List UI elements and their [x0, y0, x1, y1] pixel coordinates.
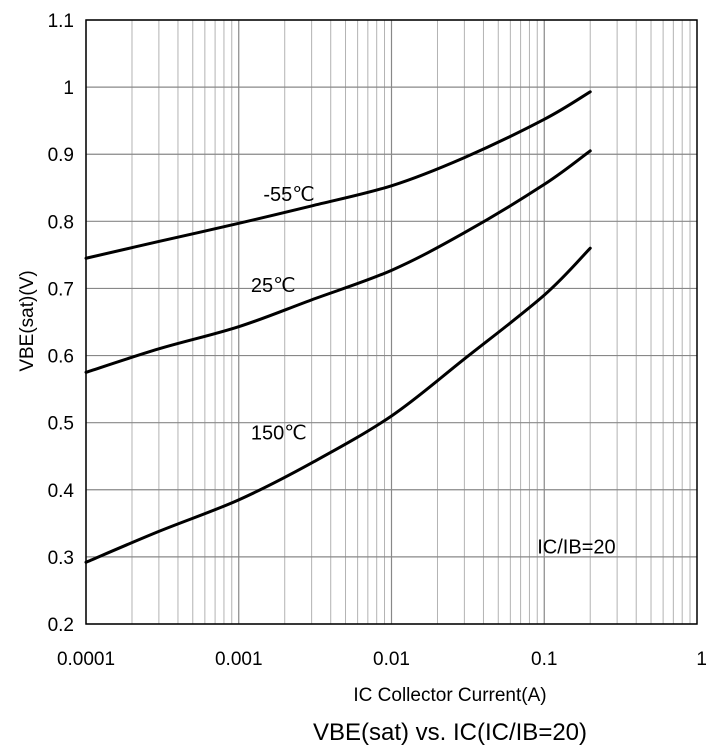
chart-title: VBE(sat) vs. IC(IC/IB=20) — [313, 719, 587, 746]
annotations: -55℃ 25℃ 150℃ IC/IB=20 — [251, 184, 616, 558]
y-axis-label: VBE(sat)(V) — [17, 270, 38, 371]
x-tick-label: 0.0001 — [57, 649, 115, 670]
annotation-label: 25℃ — [251, 275, 296, 297]
x-axis-label: IC Collector Current(A) — [353, 685, 546, 706]
grid — [85, 19, 697, 625]
series-line — [84, 149, 592, 374]
series-line — [84, 90, 592, 260]
y-tick-labels: 0.2 0.3 0.4 0.5 0.6 0.7 0.8 0.9 1 1.1 — [48, 11, 75, 636]
x-tick-label: 0.01 — [373, 649, 410, 670]
y-tick-label: 0.7 — [48, 279, 74, 300]
annotation-label: IC/IB=20 — [537, 537, 615, 559]
series-lines — [84, 90, 592, 564]
x-tick-labels: 0.0001 0.001 0.01 0.1 1 — [57, 649, 707, 670]
y-tick-label: 0.9 — [48, 145, 74, 166]
y-tick-label: 1.1 — [48, 11, 74, 32]
annotation-label: -55℃ — [263, 184, 314, 206]
y-tick-label: 0.6 — [48, 347, 74, 368]
plot-frame — [85, 19, 698, 625]
y-tick-label: 0.8 — [48, 212, 74, 233]
x-tick-label: 1 — [696, 649, 707, 670]
y-tick-label: 0.4 — [48, 481, 75, 502]
annotation-label: 150℃ — [251, 422, 307, 444]
y-tick-label: 1 — [63, 78, 74, 99]
x-tick-label: 0.1 — [531, 649, 557, 670]
y-tick-label: 0.5 — [48, 414, 74, 435]
y-tick-label: 0.2 — [48, 615, 74, 636]
series-line — [84, 246, 592, 564]
x-tick-label: 0.001 — [215, 649, 263, 670]
y-tick-label: 0.3 — [48, 548, 74, 569]
